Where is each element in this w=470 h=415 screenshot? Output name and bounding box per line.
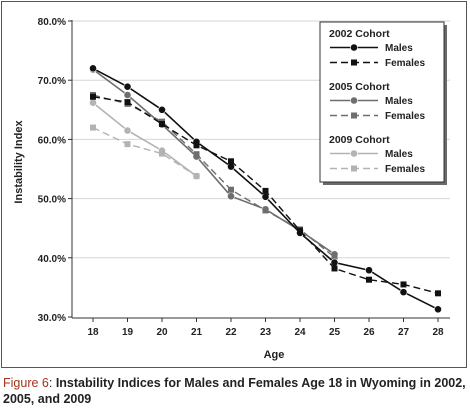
legend-box — [319, 21, 445, 183]
2009-cohort-males-point — [123, 126, 132, 135]
2009-cohort-females-legend-marker — [351, 165, 357, 172]
figure-number: Figure 6 — [3, 376, 49, 390]
2002-cohort-females-point — [400, 281, 407, 288]
x-tick-label: 27 — [398, 327, 410, 338]
2002-cohort-females-point — [331, 265, 338, 272]
2005-cohort-females-point — [228, 186, 234, 193]
2009-cohort-females-point — [124, 141, 131, 148]
line-chart: 30.0% 40.0% 50.0% 60.0% 70.0% 80.0% 18 19 20 21 2… — [13, 17, 450, 361]
2005-cohort-males-point — [227, 192, 235, 201]
2002-cohort-males-point — [365, 266, 373, 275]
2005-cohort-females-legend-marker — [351, 112, 357, 119]
2009-cohort-females-line — [92, 126, 197, 177]
2002-cohort-legend-title: 2002 Cohort — [329, 28, 390, 40]
x-tick-label: 28 — [432, 327, 444, 338]
2009-cohort-females-series — [90, 124, 200, 180]
y-tick-label: 60.0% — [38, 135, 66, 146]
2002-cohort-males-point — [89, 64, 97, 73]
2009-cohort-females-legend-label: Females — [385, 164, 425, 175]
y-tick-label: 80.0% — [38, 17, 66, 28]
figure-caption: Figure 6: Instability Indices for Males … — [3, 375, 467, 407]
2002-cohort-females-point — [366, 276, 372, 283]
caption-separator: : — [48, 376, 56, 390]
2002-cohort-females-point — [297, 227, 303, 234]
x-tick-label: 21 — [191, 327, 203, 338]
2002-cohort-males-legend-marker — [350, 43, 358, 52]
y-tick-label: 70.0% — [38, 76, 66, 87]
2005-cohort-males-legend-label: Males — [385, 96, 413, 107]
2002-cohort-females-point — [159, 121, 165, 128]
2005-cohort-males-point — [123, 91, 132, 99]
x-tick-label: 22 — [225, 327, 237, 338]
2002-cohort-females-point — [90, 93, 96, 100]
2009-cohort-females-point — [159, 150, 165, 157]
2002-cohort-females-legend-label: Females — [385, 58, 425, 69]
x-tick-label: 26 — [363, 327, 375, 338]
2009-cohort-legend-title: 2009 Cohort — [329, 134, 390, 146]
2009-cohort-females-point — [90, 124, 96, 131]
2002-cohort-females-point — [228, 158, 234, 165]
x-tick-label: 25 — [329, 327, 341, 338]
2009-cohort-males-point — [89, 98, 97, 107]
x-tick-label: 23 — [260, 327, 272, 338]
2002-cohort-males-point — [434, 305, 442, 314]
x-tick-label: 18 — [87, 327, 99, 338]
2002-cohort-males-series — [89, 64, 442, 314]
2005-cohort-females-legend-label: Females — [385, 111, 425, 122]
y-tick-label: 50.0% — [38, 195, 66, 206]
2009-cohort-males-legend-marker — [350, 149, 358, 158]
x-tick-label: 19 — [122, 327, 134, 338]
2009-cohort-females-point — [193, 173, 200, 180]
2002-cohort-males-point — [399, 288, 408, 297]
2005-cohort-females-point — [331, 254, 338, 261]
x-tick-labels: 18 19 20 21 22 23 24 25 26 27 28 — [87, 318, 444, 338]
y-axis-label: Instability Index — [13, 120, 25, 204]
figure-frame: 30.0% 40.0% 50.0% 60.0% 70.0% 80.0% 18 19 20 21 2… — [1, 1, 467, 368]
series-lines — [89, 64, 442, 314]
2005-cohort-females-point — [262, 207, 269, 214]
2005-cohort-males-legend-marker — [350, 96, 358, 105]
2002-cohort-males-point — [123, 82, 132, 91]
2009-cohort-males-legend-label: Males — [385, 149, 413, 160]
figure-title: Instability Indices for Males and Female… — [3, 376, 466, 406]
x-axis-label: Age — [264, 349, 285, 361]
2002-cohort-females-point — [435, 290, 441, 297]
y-tick-label: 30.0% — [38, 313, 66, 324]
y-tick-label: 40.0% — [38, 254, 66, 265]
2002-cohort-females-point — [262, 187, 269, 194]
2005-cohort-legend-title: 2005 Cohort — [329, 81, 390, 93]
2002-cohort-females-series — [90, 93, 441, 297]
legend: 2002 Cohort Males Females 2005 Cohort Males F… — [319, 21, 447, 185]
2002-cohort-females-point — [124, 99, 131, 106]
y-tick-labels: 30.0% 40.0% 50.0% 60.0% 70.0% 80.0% — [38, 17, 72, 324]
2005-cohort-females-point — [193, 151, 200, 158]
2002-cohort-males-point — [158, 105, 166, 114]
2002-cohort-females-legend-marker — [351, 59, 357, 66]
2009-cohort-males-line — [92, 102, 197, 177]
2002-cohort-females-point — [193, 142, 200, 149]
x-tick-label: 24 — [294, 327, 306, 338]
2002-cohort-males-legend-label: Males — [385, 43, 413, 54]
x-tick-label: 20 — [156, 327, 168, 338]
